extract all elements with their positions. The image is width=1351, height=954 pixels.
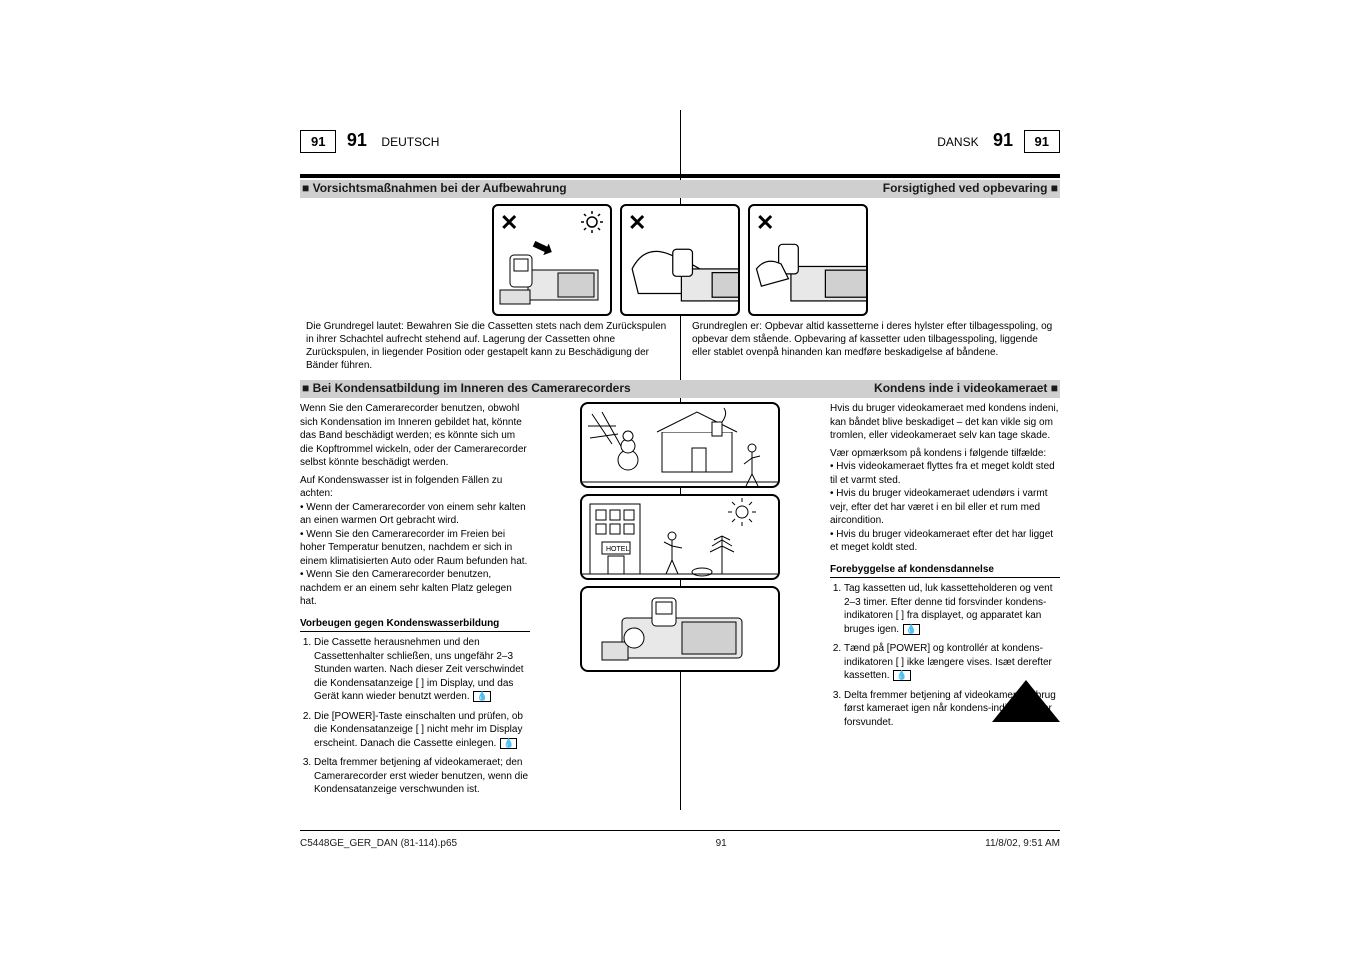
sun-icon [580, 210, 604, 234]
dew-icon: 💧 [500, 738, 517, 749]
cross-icon: ✕ [628, 212, 646, 234]
cond-subheading-right: Forebyggelse af kondensdannelse [830, 563, 1060, 579]
storage-notes-right: Grundreglen er: Opbevar altid kassettern… [680, 318, 1060, 374]
storage-heading-left: ■ Vorsichtsmaßnahmen bei der Aufbewahrun… [302, 181, 567, 195]
illus-hand: ✕ [620, 204, 740, 316]
svg-text:HOTEL: HOTEL [606, 546, 629, 553]
dew-icon: 💧 [893, 670, 910, 681]
cond-subheading-left: Vorbeugen gegen Kondenswasserbildung [300, 617, 530, 633]
camera-sketch-2 [626, 232, 740, 312]
camera-sketch-1 [498, 245, 610, 310]
illus-sun: ✕ ➡ [492, 204, 612, 316]
note-para: Die Grundregel lautet: Bewahren Sie die … [306, 320, 674, 372]
note-para: Grundreglen er: Opbevar altid kassettern… [692, 320, 1054, 359]
footer-rule [300, 830, 1060, 831]
condense-section: HOTEL [300, 402, 1060, 722]
footer-page: 91 [716, 838, 727, 849]
cond-step: Tænd på [POWER] og kontrollér at kondens… [844, 642, 1060, 683]
condense-heading-right: Kondens inde i videokameraet ■ [874, 381, 1058, 395]
cond-steps-left: Die Cassette herausnehmen und den Casset… [300, 636, 530, 797]
cond-bullet: • Hvis du bruger videokameraet udendørs … [830, 487, 1060, 528]
storage-notes-left: Die Grundregel lautet: Bewahren Sie die … [300, 318, 680, 374]
header-left: 91 91 DEUTSCH [300, 130, 443, 153]
condense-col-left: Wenn Sie den Camerarecorder benutzen, ob… [300, 402, 530, 803]
header-right: DANSK 91 91 [933, 130, 1060, 153]
cond-bullet: • Wenn Sie den Camerarecorder im Freien … [300, 528, 530, 569]
dew-icon: 💧 [473, 691, 490, 702]
page-num-small-left: 91 [300, 130, 336, 153]
page-num-small-right: 91 [1024, 130, 1060, 153]
caution-illustrations: ✕ ➡ ✕ ✕ [300, 204, 1060, 316]
footer: C5448GE_GER_DAN (81-114).p65 91 11/8/02,… [300, 838, 1060, 849]
cond-bullet: • Wenn Sie den Camerarecorder benutzen, … [300, 568, 530, 609]
page-corner-triangle [992, 680, 1060, 722]
cond-step: Delta fremmer betjening af videokameraet… [314, 756, 530, 797]
cond-bullet: • Hvis videokameraet flyttes fra et mege… [830, 460, 1060, 487]
cond-bullet: • Hvis du bruger videokameraet efter det… [830, 528, 1060, 555]
header-row: 91 91 DEUTSCH DANSK 91 91 [300, 110, 1060, 170]
cross-icon: ✕ [500, 212, 518, 234]
storage-heading-right: Forsigtighed ved opbevaring ■ [883, 181, 1058, 195]
camera-sketch-3 [754, 232, 868, 312]
condense-illustrations: HOTEL [580, 402, 780, 672]
cond-step: Die [POWER]-Taste einschalten und prüfen… [314, 710, 530, 751]
footer-filename: C5448GE_GER_DAN (81-114).p65 [300, 838, 457, 849]
scene-camera-cold [580, 586, 780, 672]
cond-step: Tag kassetten ud, luk kassetteholderen o… [844, 582, 1060, 636]
lang-label-left: DEUTSCH [381, 135, 439, 149]
page-num-big-left: 91 [347, 130, 367, 150]
dew-icon: 💧 [903, 624, 920, 635]
cond-step: Die Cassette herausnehmen und den Casset… [314, 636, 530, 704]
manual-page: 91 91 DEUTSCH DANSK 91 91 ■ Vorsichtsmaß… [300, 110, 1060, 810]
storage-heading-bar: ■ Vorsichtsmaßnahmen bei der Aufbewahrun… [300, 180, 1060, 198]
cond-intro: Auf Kondenswasser ist in folgenden Fälle… [300, 474, 530, 501]
illus-carry: ✕ [748, 204, 868, 316]
condense-heading-left: ■ Bei Kondensatbildung im Inneren des Ca… [302, 381, 631, 395]
scene-hotel: HOTEL [580, 494, 780, 580]
cond-bullet: • Wenn der Camerarecorder von einem sehr… [300, 501, 530, 528]
page-num-big-right: 91 [993, 130, 1013, 150]
condense-heading-bar: ■ Bei Kondensatbildung im Inneren des Ca… [300, 380, 1060, 398]
scene-winter [580, 402, 780, 488]
footer-timestamp: 11/8/02, 9:51 AM [985, 838, 1060, 849]
cond-intro: Vær opmærksom på kondens i følgende tilf… [830, 447, 1060, 461]
cond-intro: Hvis du bruger videokameraet med kondens… [830, 402, 1060, 443]
cond-intro: Wenn Sie den Camerarecorder benutzen, ob… [300, 402, 530, 470]
lang-label-right: DANSK [937, 135, 978, 149]
cross-icon: ✕ [756, 212, 774, 234]
